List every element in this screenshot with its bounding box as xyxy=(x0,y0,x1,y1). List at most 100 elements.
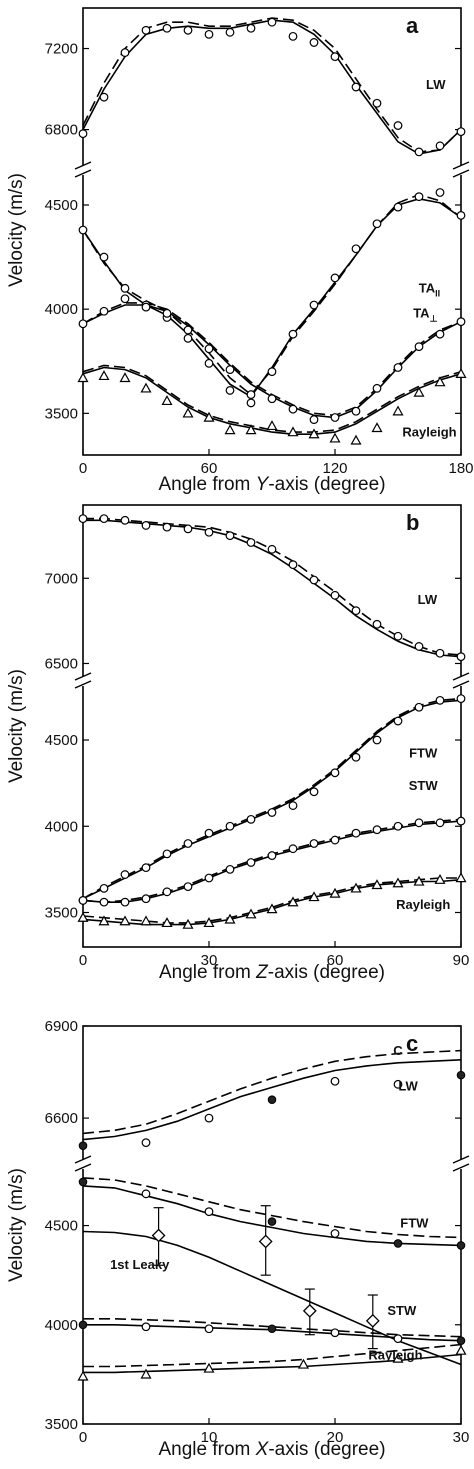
mode-label: LW xyxy=(398,1078,418,1093)
data-point-circle xyxy=(351,828,361,838)
data-point-diamond xyxy=(151,1228,166,1243)
data-point-circle xyxy=(267,808,277,817)
data-point-diamond xyxy=(302,1303,317,1318)
calculated-curve-dashed xyxy=(82,818,462,904)
data-point-circle xyxy=(351,606,361,616)
data-point-circle xyxy=(162,522,172,532)
data-point-circle xyxy=(393,202,403,212)
y-tick-label: 7200 xyxy=(45,41,78,58)
data-point-circle xyxy=(393,121,403,130)
data-point-triangle xyxy=(140,382,152,393)
axis-break-mark xyxy=(74,169,92,178)
y-tick-label: 4500 xyxy=(45,197,78,214)
chart-panel-b: 0 30 60 90 6500 7000 3500 4000 4500 Angle from Z-… xyxy=(6,504,470,983)
data-point-circle xyxy=(267,544,277,554)
data-point-triangle xyxy=(77,911,89,922)
data-point-dot xyxy=(456,1070,466,1080)
data-point-circle xyxy=(162,23,172,33)
axis-break-gap xyxy=(75,676,91,686)
axis-break-mark xyxy=(452,680,470,689)
data-point-circle xyxy=(372,219,382,229)
axis-break-gap xyxy=(75,165,91,175)
x-tick-label: 0 xyxy=(79,952,87,969)
data-point-triangle xyxy=(413,386,425,397)
data-point-circle xyxy=(372,825,382,835)
data-point-triangle xyxy=(287,426,299,437)
data-point-triangle xyxy=(182,918,194,929)
data-point-circle xyxy=(414,342,424,352)
data-point-circle xyxy=(99,92,109,102)
data-point-circle xyxy=(372,98,382,108)
data-point-triangle xyxy=(203,917,215,928)
data-point-triangle xyxy=(98,370,110,381)
y-axis-title: Velocity (m/s) xyxy=(6,669,27,783)
data-point-circle xyxy=(330,1076,340,1086)
data-point-triangle xyxy=(455,1344,467,1355)
data-point-triangle xyxy=(350,434,362,445)
data-point-circle xyxy=(183,333,193,343)
y-tick-label: 4500 xyxy=(45,732,78,749)
data-point-circle xyxy=(330,52,340,62)
data-point-triangle xyxy=(297,1358,310,1369)
data-point-circle xyxy=(435,141,445,151)
data-point-circle xyxy=(267,367,277,377)
data-point-circle xyxy=(288,801,298,810)
calculated-curve-solid xyxy=(82,366,462,435)
calculated-curve-dashed xyxy=(83,517,462,656)
axis-break-mark xyxy=(452,1163,470,1172)
data-point-triangle xyxy=(224,424,236,435)
calculated-curve-dashed xyxy=(82,17,462,153)
data-point-circle xyxy=(78,225,88,235)
data-point-triangle xyxy=(224,913,236,924)
axis-break-mark xyxy=(74,1163,92,1172)
data-point-triangle xyxy=(329,432,341,443)
data-point-triangle xyxy=(413,875,425,886)
data-point-circle xyxy=(309,415,319,424)
calculated-curve-solid xyxy=(82,1059,462,1141)
data-point-diamond xyxy=(258,1234,273,1249)
data-point-triangle xyxy=(182,407,194,418)
panel-letter: c xyxy=(406,1031,418,1056)
x-tick-label: 0 xyxy=(79,1429,87,1446)
data-point-triangle xyxy=(77,1370,89,1381)
data-point-circle xyxy=(120,870,130,879)
data-point-circle xyxy=(267,394,277,404)
data-point-circle xyxy=(393,821,403,831)
x-tick-label: 120 xyxy=(322,460,347,477)
data-point-circle xyxy=(225,864,235,874)
data-point-circle xyxy=(204,358,214,368)
mode-label: C xyxy=(393,1043,403,1058)
data-point-circle xyxy=(246,398,256,408)
data-point-circle xyxy=(99,306,109,316)
y-tick-label: 3500 xyxy=(45,905,78,922)
y-tick-label: 4000 xyxy=(45,818,78,835)
y-tick-label: 6900 xyxy=(45,1018,78,1035)
axis-break-gap xyxy=(75,1159,91,1169)
calculated-curve-dashed xyxy=(82,364,462,433)
data-point-circle xyxy=(120,48,130,57)
calculated-curve-dashed xyxy=(82,193,462,396)
mode-label: FTW xyxy=(409,745,438,760)
data-point-circle xyxy=(288,31,298,41)
axis-break-mark xyxy=(74,161,92,170)
data-point-circle xyxy=(183,882,193,892)
data-point-circle xyxy=(309,839,319,848)
data-point-circle xyxy=(246,390,256,399)
y-tick-label: 7000 xyxy=(45,570,78,587)
axis-break-mark xyxy=(74,1155,92,1164)
data-point-circle xyxy=(351,82,361,92)
data-point-triangle xyxy=(203,411,215,422)
data-point-triangle xyxy=(392,1352,404,1363)
data-point-circle xyxy=(330,1229,340,1238)
data-point-circle xyxy=(183,25,193,35)
data-point-triangle xyxy=(161,917,173,928)
chart-panel-a: 0 60 120 180 6800 7200 3500 4000 4500 Angle from … xyxy=(6,7,474,495)
data-point-triangle xyxy=(203,1362,215,1373)
x-tick-label: 180 xyxy=(448,460,473,477)
data-point-dot xyxy=(78,1320,88,1330)
data-point-circle xyxy=(225,365,235,374)
x-tick-label: 0 xyxy=(79,460,87,477)
calculated-curve-solid xyxy=(82,19,462,155)
data-point-circle xyxy=(246,538,256,547)
x-tick-label: 60 xyxy=(201,460,218,477)
